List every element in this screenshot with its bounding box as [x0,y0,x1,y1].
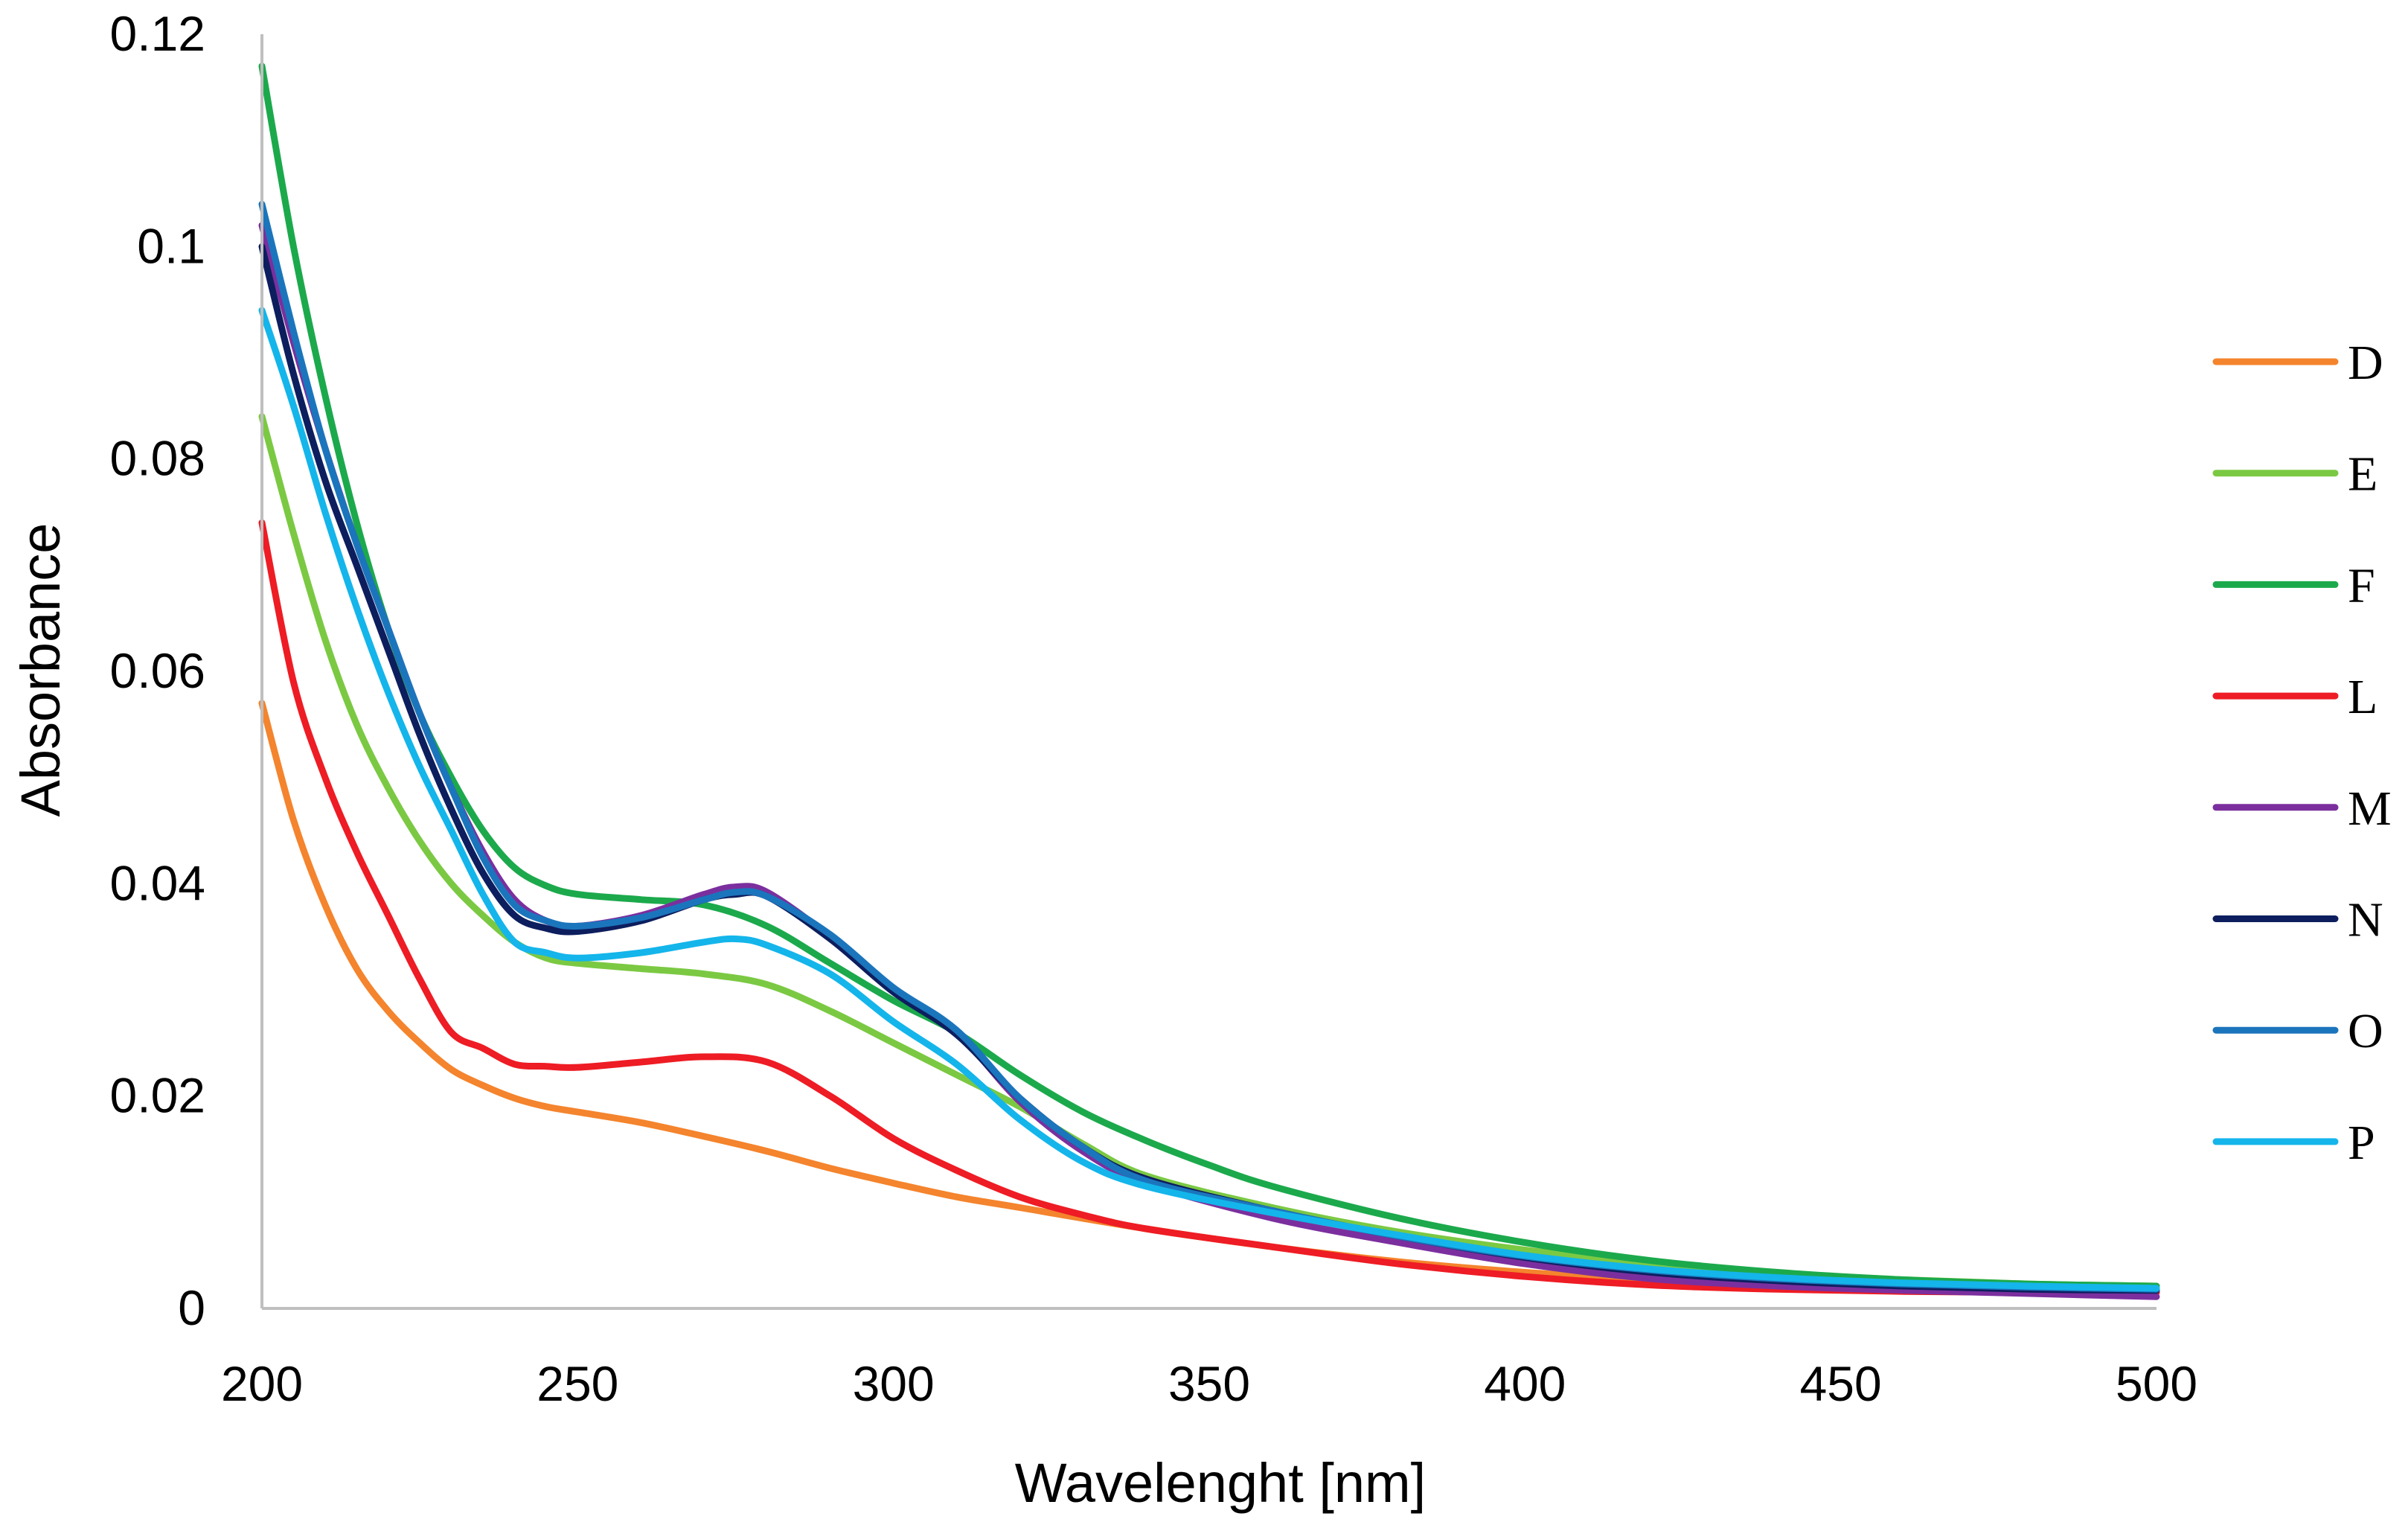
legend-item-f: F [2212,558,2375,613]
y-tick-label: 0.1 [137,218,205,273]
x-tick-label: 450 [1800,1356,1882,1411]
legend-item-m: M [2212,781,2392,836]
y-axis-title: Absorbance [10,523,71,817]
y-tick-label: 0.12 [110,6,205,61]
legend-label: L [2348,670,2377,724]
y-tick-label: 0.02 [110,1068,205,1123]
legend-label: P [2348,1116,2375,1170]
series-layer [258,63,2160,1300]
series-line-l [258,519,2160,1297]
legend: D E F L M N O P [2212,336,2392,1170]
legend-item-o: O [2212,1004,2383,1058]
x-tick-label: 400 [1484,1356,1566,1411]
y-tick-label: 0.06 [110,643,205,698]
legend-label: D [2348,336,2383,390]
y-tick-label: 0.08 [110,431,205,486]
legend-item-p: P [2212,1116,2375,1170]
legend-label: F [2348,558,2375,613]
series-line-p [258,307,2160,1292]
y-tick-labels: 0 0.02 0.04 0.06 0.08 0.1 0.12 [110,6,205,1335]
y-tick-label: 0 [178,1280,205,1335]
legend-label: N [2348,893,2383,947]
legend-item-e: E [2212,447,2377,502]
x-tick-labels: 200 250 300 350 400 450 500 [221,1356,2197,1411]
x-tick-label: 200 [221,1356,303,1411]
x-tick-label: 300 [853,1356,935,1411]
legend-label: M [2348,781,2392,836]
y-tick-label: 0.04 [110,855,205,910]
x-tick-label: 350 [1168,1356,1250,1411]
x-tick-label: 500 [2116,1356,2197,1411]
x-tick-label: 250 [537,1356,618,1411]
legend-label: O [2348,1004,2383,1058]
legend-item-n: N [2212,893,2383,947]
legend-item-d: D [2212,336,2383,390]
legend-item-l: L [2212,670,2377,724]
legend-label: E [2348,447,2377,502]
x-axis-title: Wavelenght [nm] [1015,1452,1426,1514]
